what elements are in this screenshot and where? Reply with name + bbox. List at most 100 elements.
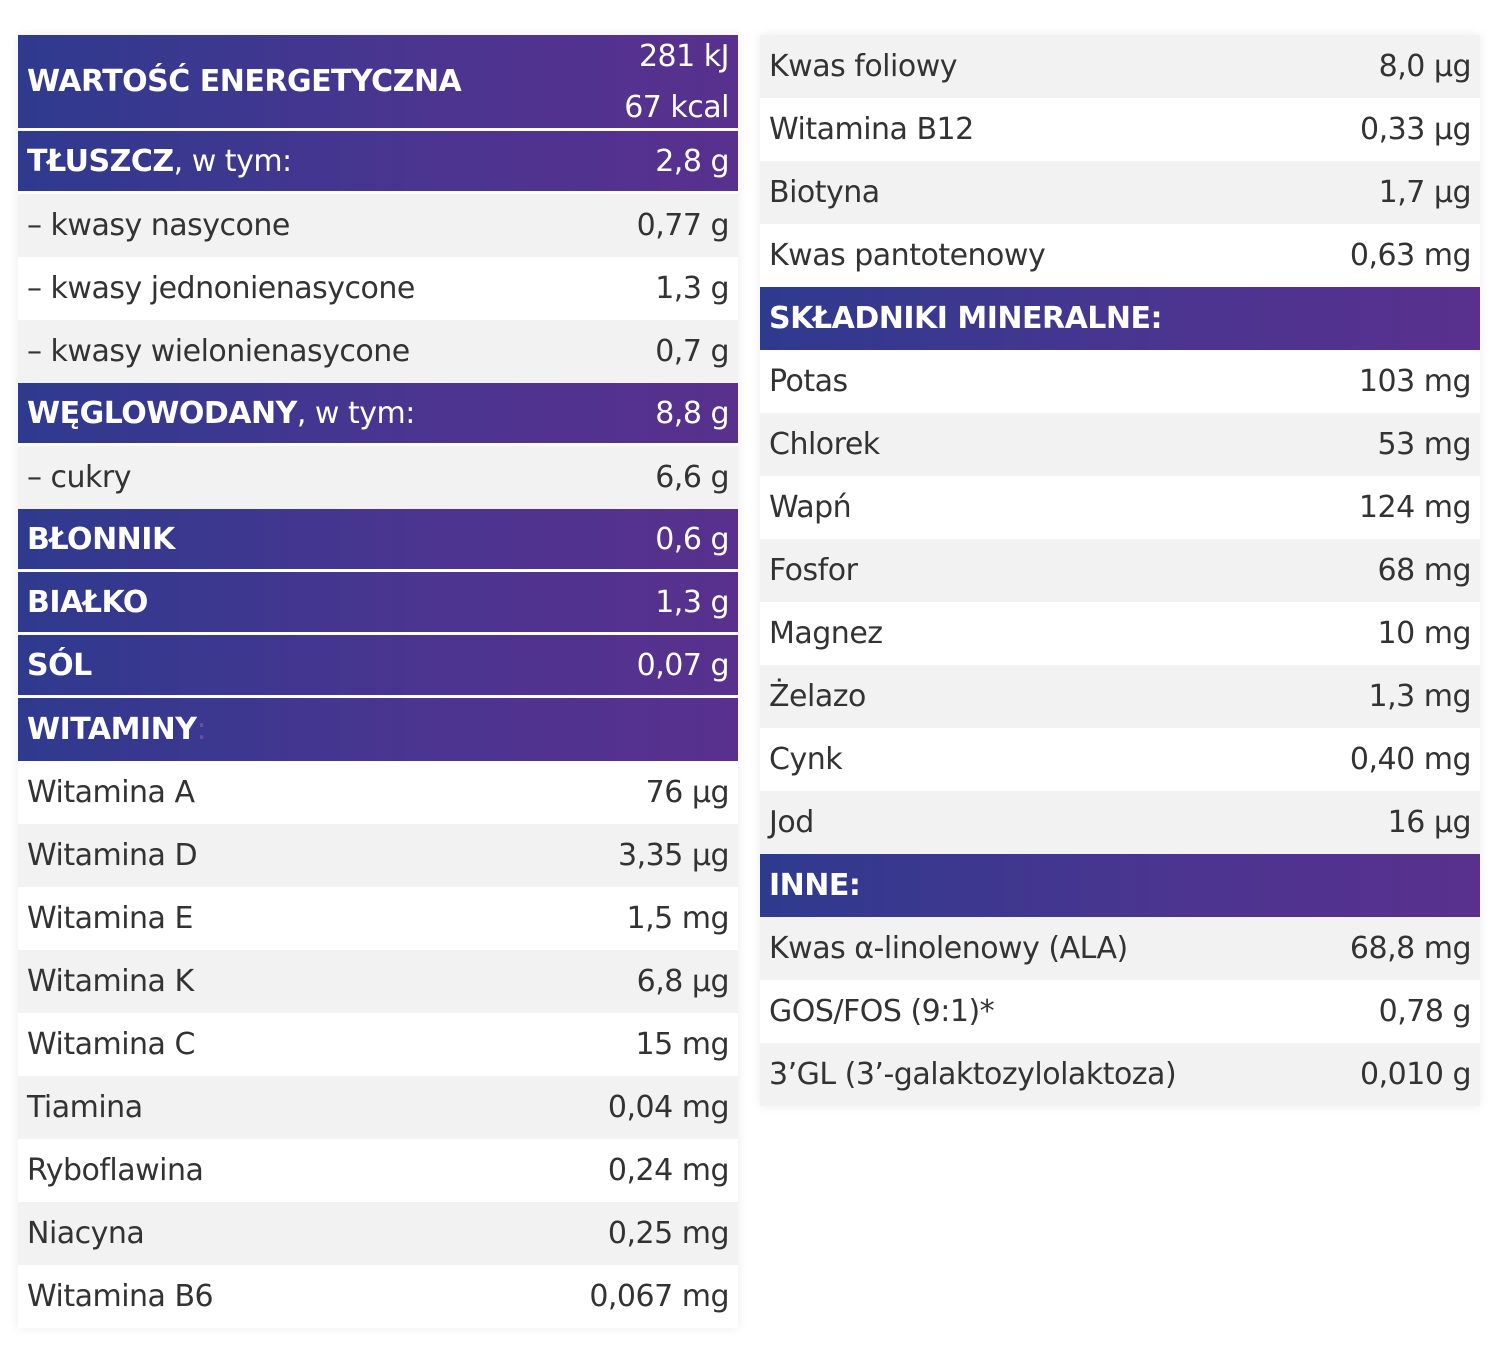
table-row: Witamina A 76 µg [18, 761, 738, 824]
salt-value: 0,07 g [636, 647, 730, 683]
row-label: Witamina A [27, 775, 195, 810]
row-value: 1,7 µg [1378, 175, 1472, 210]
row-value: 53 mg [1377, 427, 1472, 462]
table-row: Biotyna 1,7 µg [760, 161, 1480, 224]
row-label: Witamina C [27, 1027, 195, 1062]
table-row: Wapń 124 mg [760, 476, 1480, 539]
table-row: Fosfor 68 mg [760, 539, 1480, 602]
row-value: 0,7 g [655, 334, 729, 369]
table-row: Witamina E 1,5 mg [18, 887, 738, 950]
salt-header-row: SÓL 0,07 g [18, 635, 738, 698]
fiber-value: 0,6 g [655, 521, 729, 557]
row-value: 3,35 µg [618, 838, 729, 873]
row-value: 6,8 µg [636, 964, 730, 999]
fiber-header-row: BŁONNIK 0,6 g [18, 509, 738, 572]
table-row: Witamina D 3,35 µg [18, 824, 738, 887]
table-row: Kwas foliowy 8,0 µg [760, 35, 1480, 98]
row-value: 124 mg [1358, 490, 1472, 525]
table-row: Chlorek 53 mg [760, 413, 1480, 476]
row-value: 0,63 mg [1349, 238, 1472, 273]
energy-kj: 281 kJ [638, 38, 730, 74]
table-row: Kwas α-linolenowy (ALA) 68,8 mg [760, 917, 1480, 980]
row-label: – kwasy nasycone [27, 208, 290, 243]
salt-label: SÓL [27, 647, 92, 683]
table-row: Tiamina 0,04 mg [18, 1076, 738, 1139]
row-label: Witamina D [27, 838, 198, 873]
fat-suffix: , w tym: [173, 143, 293, 179]
row-label: Witamina E [27, 901, 193, 936]
protein-label: BIAŁKO [27, 584, 148, 620]
row-label: Jod [769, 805, 814, 840]
row-value: 8,0 µg [1378, 49, 1472, 84]
table-row: GOS/FOS (9:1)* 0,78 g [760, 980, 1480, 1043]
row-value: 10 mg [1377, 616, 1472, 651]
row-label: Cynk [769, 742, 843, 777]
row-value: 68,8 mg [1349, 931, 1472, 966]
row-label: Potas [769, 364, 848, 399]
other-header-row: INNE: [760, 854, 1480, 917]
row-value: 0,33 µg [1360, 112, 1471, 147]
row-label: Wapń [769, 490, 852, 525]
row-label: Ryboflawina [27, 1153, 204, 1188]
vitamins-header-row: WITAMINY: [18, 698, 738, 761]
row-value: 15 mg [635, 1027, 730, 1062]
row-label: – kwasy wielonienasycone [27, 334, 410, 369]
table-row: Cynk 0,40 mg [760, 728, 1480, 791]
row-value: 0,78 g [1378, 994, 1472, 1029]
table-row: Magnez 10 mg [760, 602, 1480, 665]
carbs-label: WĘGLOWODANY [27, 395, 297, 431]
row-value: 16 µg [1387, 805, 1472, 840]
row-label: Witamina K [27, 964, 194, 999]
row-value: 0,77 g [636, 208, 730, 243]
row-label: Żelazo [769, 679, 866, 714]
table-row: Potas 103 mg [760, 350, 1480, 413]
energy-values: 281 kJ 67 kcal [624, 31, 729, 133]
carbs-value: 8,8 g [655, 395, 729, 431]
fiber-label: BŁONNIK [27, 521, 175, 557]
row-label: Tiamina [27, 1090, 143, 1125]
table-row: – kwasy jednonienasycone 1,3 g [18, 257, 738, 320]
row-value: 76 µg [645, 775, 730, 810]
row-value: 0,067 mg [589, 1279, 729, 1314]
row-value: 68 mg [1377, 553, 1472, 588]
energy-header-row: WARTOŚĆ ENERGETYCZNA 281 kJ 67 kcal [18, 35, 738, 131]
minerals-label: SKŁADNIKI MINERALNE: [769, 301, 1163, 336]
row-label: GOS/FOS (9:1)* [769, 994, 995, 1029]
carbs-label-group: WĘGLOWODANY, w tym: [27, 396, 415, 431]
row-label: Magnez [769, 616, 883, 651]
protein-header-row: BIAŁKO 1,3 g [18, 572, 738, 635]
table-row: Kwas pantotenowy 0,63 mg [760, 224, 1480, 287]
table-row: Witamina K 6,8 µg [18, 950, 738, 1013]
row-label: Niacyna [27, 1216, 145, 1251]
table-row: – cukry 6,6 g [18, 446, 738, 509]
row-value: 1,5 mg [626, 901, 729, 936]
protein-value: 1,3 g [655, 584, 729, 620]
row-value: 0,04 mg [607, 1090, 730, 1125]
row-value: 0,24 mg [607, 1153, 730, 1188]
row-value: 1,3 g [655, 271, 729, 306]
row-value: 0,25 mg [607, 1216, 730, 1251]
carbs-header-row: WĘGLOWODANY, w tym: 8,8 g [18, 383, 738, 446]
vitamins-colon: : [196, 712, 207, 747]
minerals-header-row: SKŁADNIKI MINERALNE: [760, 287, 1480, 350]
row-value: 103 mg [1358, 364, 1472, 399]
energy-kcal: 67 kcal [624, 89, 729, 125]
energy-label: WARTOŚĆ ENERGETYCZNA [27, 64, 462, 99]
carbs-suffix: , w tym: [296, 395, 416, 431]
row-label: Witamina B6 [27, 1279, 214, 1314]
fat-label-group: TŁUSZCZ, w tym: [27, 144, 292, 179]
vitamins-label-group: WITAMINY: [27, 712, 207, 747]
fat-value: 2,8 g [655, 143, 729, 179]
fat-header-row: TŁUSZCZ, w tym: 2,8 g [18, 131, 738, 194]
table-row: 3’GL (3’-galaktozylolaktoza) 0,010 g [760, 1043, 1480, 1106]
row-label: Kwas pantotenowy [769, 238, 1046, 273]
row-value: 0,40 mg [1349, 742, 1472, 777]
table-row: Witamina B6 0,067 mg [18, 1265, 738, 1328]
table-row: Żelazo 1,3 mg [760, 665, 1480, 728]
row-label: – kwasy jednonienasycone [27, 271, 415, 306]
row-label: Biotyna [769, 175, 880, 210]
nutrition-table-right: Kwas foliowy 8,0 µg Witamina B12 0,33 µg… [760, 35, 1480, 1106]
row-label: Witamina B12 [769, 112, 974, 147]
table-row: Ryboflawina 0,24 mg [18, 1139, 738, 1202]
table-row: – kwasy nasycone 0,77 g [18, 194, 738, 257]
